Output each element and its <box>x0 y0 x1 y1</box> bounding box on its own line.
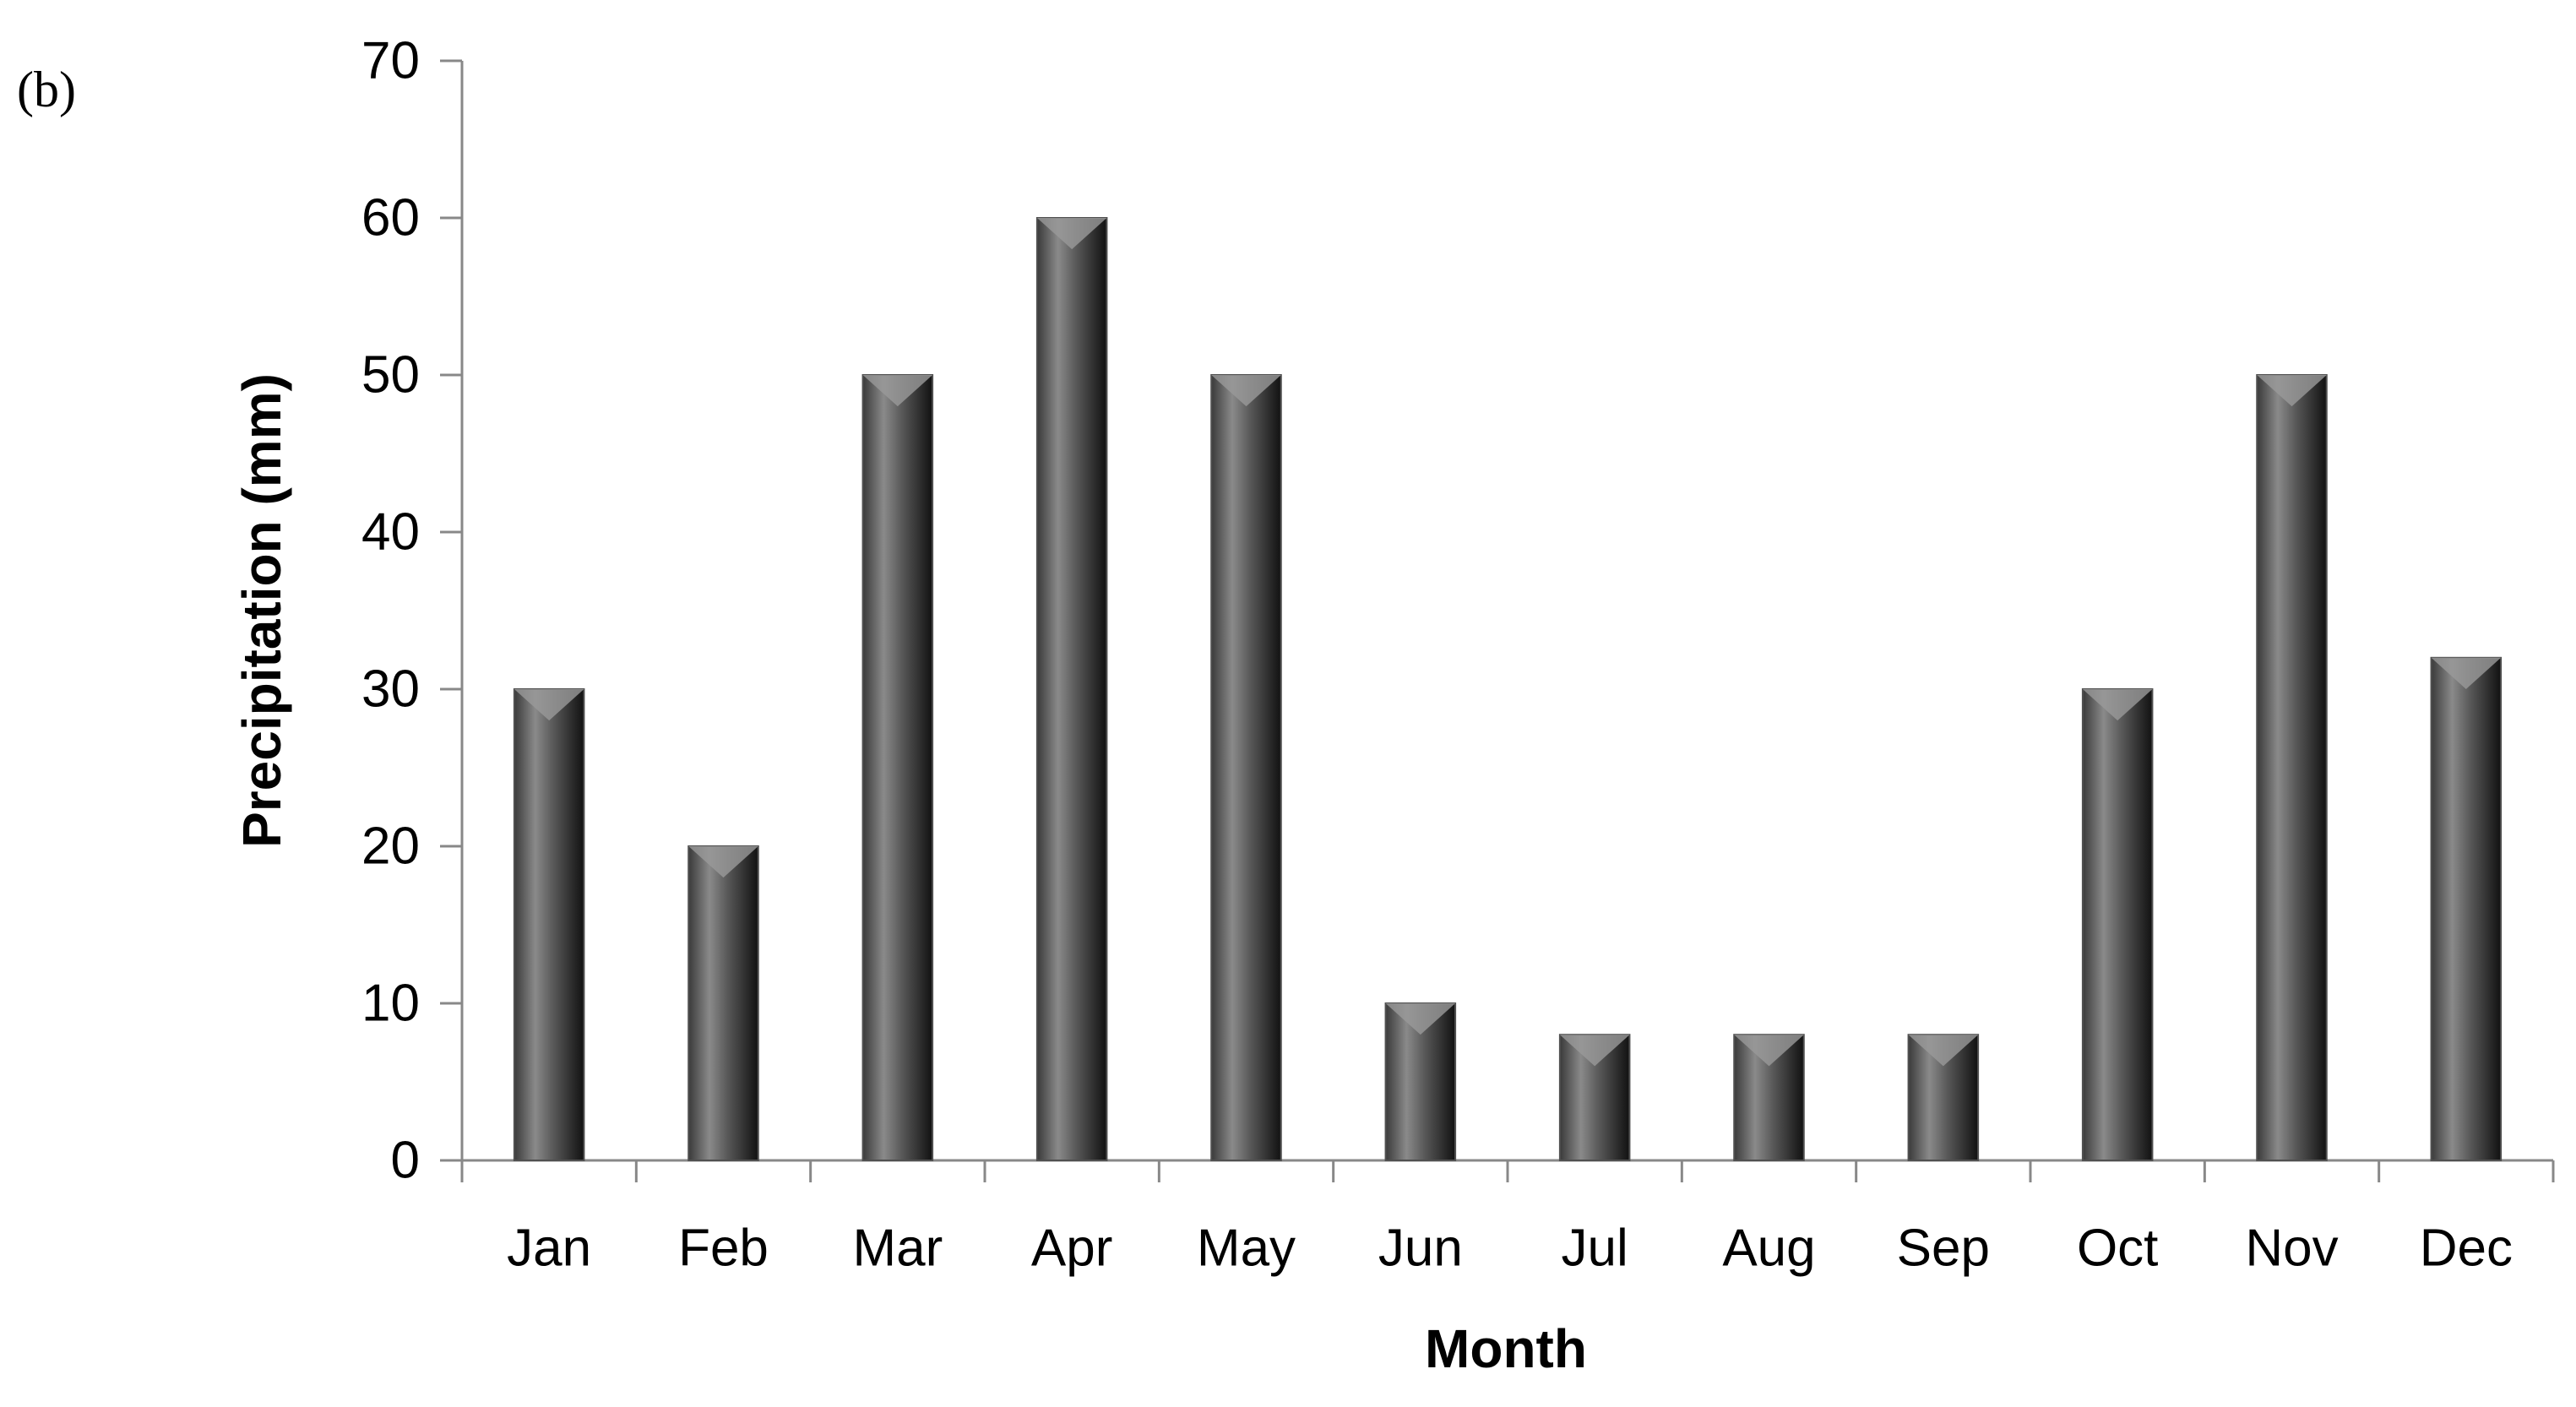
bar-bevel <box>1385 1003 1456 1035</box>
y-tick-label: 10 <box>361 974 420 1032</box>
y-tick-label: 70 <box>361 31 420 90</box>
bar-bevel <box>688 846 758 878</box>
x-tick-label: Jul <box>1562 1219 1628 1277</box>
y-axis-label: Precipitation (mm) <box>231 373 292 848</box>
bar <box>2256 374 2328 1161</box>
x-axis-label: Month <box>1425 1318 1587 1379</box>
y-tick-label: 40 <box>361 502 420 561</box>
bar-body <box>2081 688 2154 1161</box>
bar-body <box>1035 217 1108 1161</box>
bar <box>861 374 934 1161</box>
x-tick-label: Feb <box>678 1219 769 1277</box>
bar <box>2430 656 2503 1161</box>
x-tick-label: Apr <box>1031 1219 1112 1277</box>
bar <box>1558 1034 1631 1161</box>
bar-bevel <box>1211 375 1281 407</box>
bar-body <box>1210 374 1282 1161</box>
bar <box>1733 1034 1805 1161</box>
bar-bevel <box>1908 1035 1979 1067</box>
x-tick-label: Nov <box>2245 1219 2338 1277</box>
x-tick-label: Oct <box>2077 1219 2158 1277</box>
bar-bevel <box>514 689 584 721</box>
bar-bevel <box>2257 375 2327 407</box>
bar <box>1907 1034 1980 1161</box>
bar <box>1384 1002 1457 1161</box>
x-tick-label: Dec <box>2420 1219 2513 1277</box>
bar <box>2081 688 2154 1161</box>
bar-body <box>861 374 934 1161</box>
x-tick-label: Jun <box>1378 1219 1463 1277</box>
bar-body <box>2430 656 2503 1161</box>
bar-bevel <box>2431 657 2502 689</box>
x-tick-label: Jan <box>507 1219 591 1277</box>
bar-bevel <box>1559 1035 1630 1067</box>
bar-body <box>2256 374 2328 1161</box>
y-tick-label: 0 <box>391 1131 420 1189</box>
bar-bevel <box>2082 689 2153 721</box>
x-tick-label: Mar <box>852 1219 943 1277</box>
y-tick-label: 50 <box>361 345 420 404</box>
x-tick-label: May <box>1197 1219 1296 1277</box>
x-tick-label: Aug <box>1722 1219 1815 1277</box>
bar-bevel <box>1036 218 1107 250</box>
x-tick-label: Sep <box>1897 1219 1990 1277</box>
panel-label: (b) <box>17 62 76 117</box>
bar-body <box>687 845 759 1161</box>
y-tick-label: 30 <box>361 660 420 718</box>
y-tick-label: 20 <box>361 817 420 875</box>
bar <box>1035 217 1108 1161</box>
bar-body <box>513 688 585 1161</box>
bar <box>1210 374 1282 1161</box>
bar <box>513 688 585 1161</box>
bar <box>687 845 759 1161</box>
bar-bevel <box>1734 1035 1804 1067</box>
bar-bevel <box>862 375 933 407</box>
y-tick-label: 60 <box>361 188 420 247</box>
